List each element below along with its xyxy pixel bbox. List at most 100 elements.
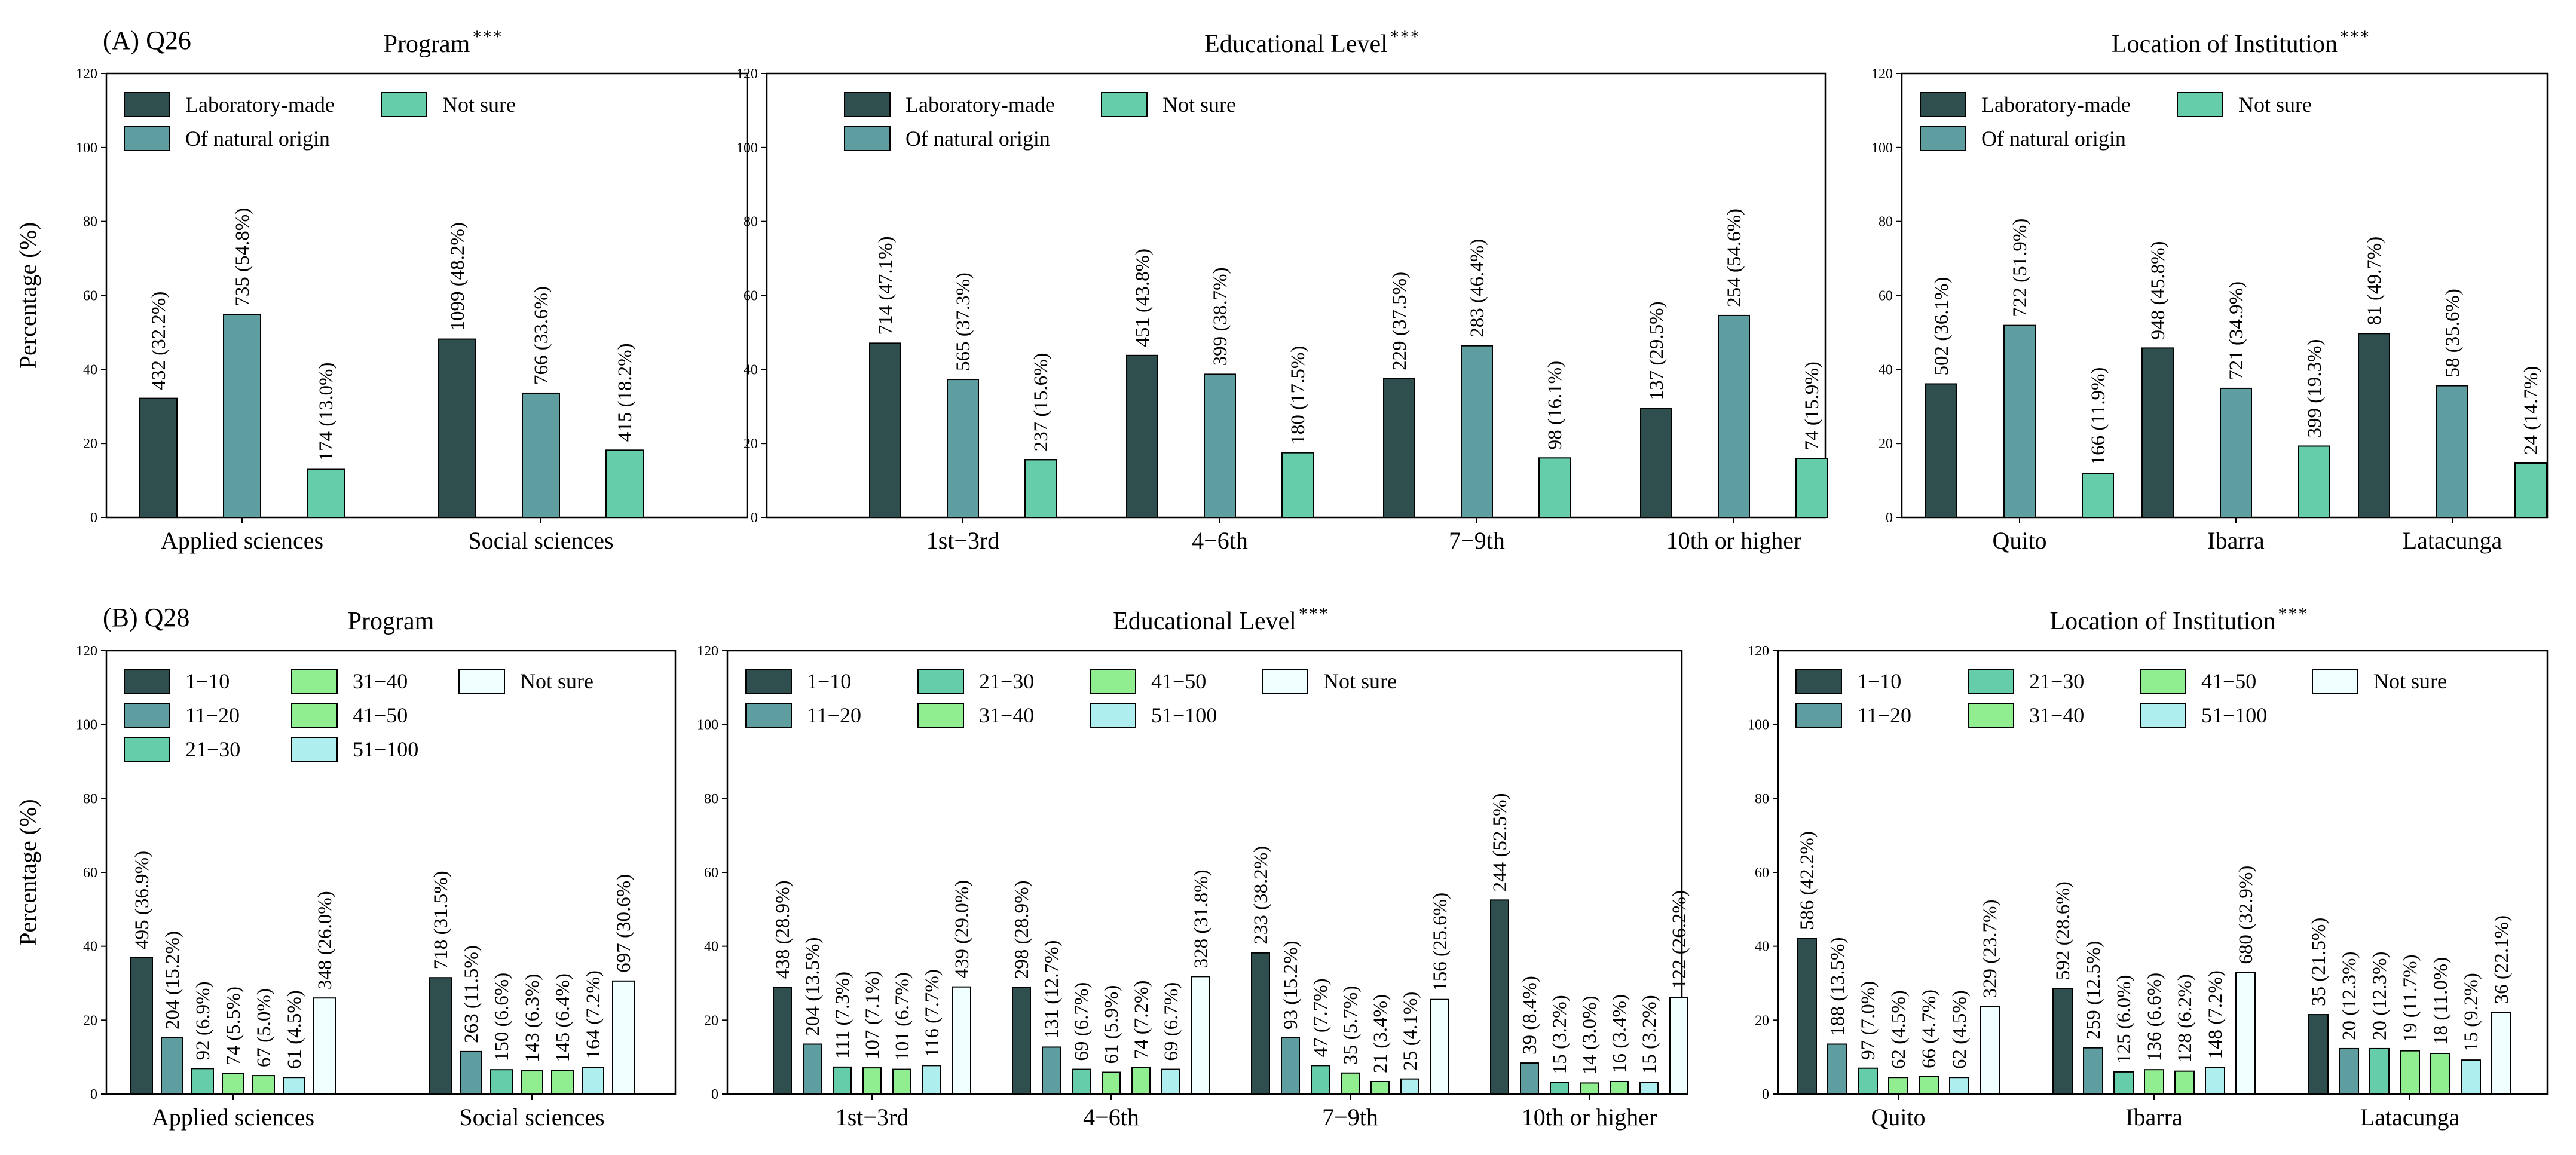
y-tick-label: 80 (83, 791, 97, 807)
y-tick-label: 100 (1871, 140, 1893, 156)
bar-value-label: 495 (36.9%) (131, 851, 153, 949)
bar-value-label: 107 (7.1%) (862, 971, 883, 1059)
x-tick-label: 10th or higher (1666, 527, 1802, 554)
x-tick-label: 4−6th (1192, 527, 1248, 554)
bar (139, 397, 178, 519)
bar (869, 342, 901, 518)
bar-value-label: 722 (51.9%) (2009, 219, 2031, 317)
y-tick-label: 20 (744, 436, 758, 452)
bar-value-label: 98 (16.1%) (1544, 361, 1566, 449)
y-tick-label: 120 (76, 66, 97, 82)
legend-label: 11−20 (1857, 703, 1911, 727)
legend-label: 1−10 (1857, 669, 1901, 693)
bar (1520, 1062, 1539, 1095)
bar (1538, 457, 1571, 518)
bar (1370, 1080, 1390, 1095)
bar (1102, 1071, 1121, 1095)
y-tick-label: 40 (1755, 939, 1769, 955)
bar-value-label: 766 (33.6%) (531, 286, 552, 385)
bar (1639, 1082, 1659, 1095)
bar (222, 1073, 244, 1095)
bar-value-label: 16 (3.4%) (1609, 994, 1630, 1073)
x-tick-label: Quito (1871, 1104, 1925, 1131)
bar (1610, 1080, 1629, 1095)
legend-label: 51−100 (353, 737, 418, 761)
bar (892, 1068, 911, 1095)
bar (1281, 1037, 1300, 1095)
legend-swatch (124, 92, 170, 117)
legend-label: Not sure (442, 93, 516, 117)
y-tick-label: 60 (83, 289, 97, 304)
bar-value-label: 565 (37.3%) (953, 272, 974, 371)
bar-value-label: 97 (7.0%) (1858, 981, 1879, 1060)
bar-value-label: 24 (14.7%) (2520, 366, 2542, 455)
x-tick-label: Social sciences (459, 1104, 604, 1131)
bar (1550, 1082, 1569, 1095)
bar-value-label: 204 (15.2%) (162, 931, 183, 1030)
legend-label: Of natural origin (905, 127, 1050, 151)
legend-swatch (844, 92, 891, 117)
legend-label: Not sure (1323, 669, 1397, 693)
bar-value-label: 439 (29.0%) (952, 880, 973, 979)
y-tick-label: 100 (76, 718, 97, 733)
y-tick-label: 0 (711, 1087, 718, 1102)
bar-value-label: 66 (4.7%) (1919, 989, 1940, 1068)
x-tick-label: Latacunga (2403, 527, 2502, 554)
legend-label: Not sure (1162, 93, 1236, 117)
x-tick-label: 1st−3rd (926, 527, 1000, 554)
bar (522, 392, 560, 519)
bar (2369, 1047, 2390, 1095)
y-tick-label: 80 (1879, 215, 1893, 230)
bar-value-label: 35 (21.5%) (2308, 918, 2330, 1006)
bar-value-label: 164 (7.2%) (583, 970, 604, 1059)
title-significance-mark: *** (1299, 604, 1329, 624)
legend-swatch (1090, 703, 1136, 728)
bar-value-label: 229 (37.5%) (1389, 272, 1411, 370)
bar (1919, 1076, 1939, 1095)
y-tick-label: 120 (1748, 644, 1769, 659)
y-tick-label: 0 (751, 510, 758, 526)
bar-value-label: 329 (23.7%) (1980, 899, 2001, 998)
legend-label: Not sure (2238, 93, 2312, 117)
y-tick-label: 40 (1879, 362, 1893, 378)
y-tick-label: 120 (1871, 66, 1893, 82)
legend-label: Of natural origin (1981, 127, 2126, 151)
bar (947, 379, 979, 519)
bar-value-label: 188 (13.5%) (1827, 938, 1849, 1036)
title-significance-mark: *** (2278, 604, 2308, 624)
bar (490, 1069, 513, 1095)
legend-label: Laboratory-made (185, 93, 335, 117)
x-tick-label: 4−6th (1083, 1104, 1139, 1131)
bar-value-label: 298 (28.9%) (1011, 880, 1033, 979)
title-significance-mark: *** (2340, 27, 2370, 47)
bar (2144, 1069, 2164, 1095)
y-tick-label: 40 (83, 362, 97, 378)
bar-value-label: 697 (30.6%) (613, 874, 635, 973)
legend-swatch (745, 669, 792, 694)
legend-swatch (2140, 703, 2186, 728)
legend-label: Of natural origin (185, 127, 330, 151)
bar (2052, 988, 2073, 1095)
bar-value-label: 438 (28.9%) (772, 880, 794, 979)
bar-value-label: 61 (4.5%) (284, 990, 305, 1069)
bar-value-label: 67 (5.0%) (253, 988, 275, 1067)
bar (2174, 1070, 2195, 1095)
bar-value-label: 20 (12.3%) (2369, 951, 2391, 1040)
legend-swatch (2312, 669, 2358, 694)
bar-value-label: 714 (47.1%) (875, 236, 897, 335)
title-significance-mark: *** (1390, 27, 1421, 47)
legend-label: 31−40 (979, 703, 1034, 727)
bar (1131, 1067, 1151, 1095)
bar (612, 980, 635, 1095)
bar (1797, 938, 1817, 1095)
y-tick-label: 20 (1879, 436, 1893, 452)
y-axis-label: Percentage (%) (14, 799, 41, 945)
y-tick-label: 80 (704, 791, 718, 807)
bar (2491, 1012, 2511, 1095)
legend-swatch (124, 126, 170, 151)
bar-value-label: 592 (28.6%) (2052, 881, 2074, 980)
bar-value-label: 204 (13.5%) (802, 938, 824, 1036)
chart-title: Educational Level (1204, 30, 1388, 58)
bar (1490, 899, 1509, 1095)
legend-label: 11−20 (807, 703, 861, 727)
